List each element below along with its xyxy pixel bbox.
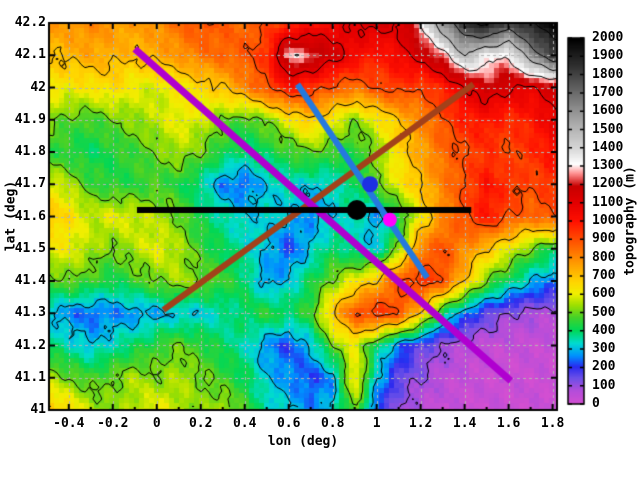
colorbar-tick-label: 2000 [592,30,624,45]
colorbar-tick-label: 200 [592,359,616,375]
y-tick-label: 41.8 [14,144,46,159]
colorbar-tick-label: 500 [592,304,616,320]
colorbar-tick-label: 300 [592,341,616,357]
colorbar-tick-label: 1100 [592,194,624,210]
x-tick-label: 0.6 [276,416,301,431]
colorbar-tick-label: 1800 [592,66,624,82]
x-tick-label: -0.2 [97,416,129,431]
colorbar-tick-label: 1000 [592,213,624,228]
colorbar-tick-label: 1300 [592,158,624,174]
x-tick-label: 1 [372,416,381,431]
x-tick-label: 0 [152,416,161,431]
x-tick-label: 1.6 [496,416,521,431]
y-tick-label: 41.1 [14,369,46,385]
colorbar-tick-label: 600 [592,286,616,302]
colorbar-tick-label: 1900 [592,48,624,64]
x-tick-label: 1.2 [408,416,433,431]
colorbar-tick-label: 0 [592,396,600,411]
y-tick-label: 41.5 [14,240,46,256]
y-tick-label: 41.2 [14,337,46,353]
y-tick-label: 41.9 [14,111,46,127]
y-tick-label: 41 [30,402,46,417]
colorbar-tick-label: 1400 [592,139,624,155]
y-tick-label: 41.3 [14,305,46,321]
y-tick-label: 42.1 [14,47,46,63]
colorbar-tick-label: 1500 [592,121,624,137]
colorbar-tick-label: 900 [592,231,616,247]
colorbar-tick-label: 100 [592,377,616,393]
x-tick-label: 1.8 [540,416,565,431]
x-tick-label: 1.4 [452,416,477,431]
x-tick-label: 0.8 [320,416,345,431]
y-tick-label: 42 [30,79,46,95]
y-tick-label: 41.7 [14,176,46,192]
x-tick-label: -0.4 [53,416,85,431]
colorbar-tick-label: 1200 [592,176,624,192]
colorbar-tick-label: 400 [592,322,616,338]
y-tick-label: 41.6 [14,208,46,224]
colorbar-tick-label: 700 [592,267,616,283]
x-tick-label: 0.2 [188,416,213,431]
colorbar-tick-label: 1600 [592,103,624,119]
x-tick-label: 0.4 [232,416,257,431]
colorbar-tick-label: 1700 [592,84,624,100]
y-tick-label: 41.4 [14,273,46,288]
x-axis-title: lon (deg) [267,434,339,449]
y-tick-label: 42.2 [14,15,46,30]
colorbar-tick-label: 800 [592,249,616,265]
colorbar-title: topography (m) [622,166,638,276]
